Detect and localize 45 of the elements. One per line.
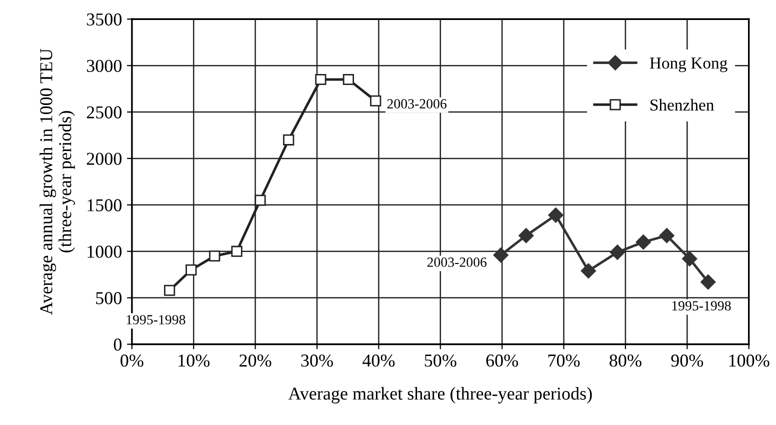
- point: [580, 263, 596, 278]
- legend-label: Shenzhen: [650, 98, 714, 111]
- point: [254, 194, 266, 206]
- y-tick-label: 1500: [88, 199, 122, 212]
- x-tick-label: 10%: [178, 354, 210, 367]
- x-tick-label: 60%: [486, 354, 518, 367]
- x-tick-label: 100%: [729, 354, 770, 367]
- point: [315, 74, 326, 86]
- x-axis-title: Average market share (three-year periods): [288, 387, 592, 404]
- legend-label: Hong Kong: [650, 58, 728, 72]
- y-tick-label: 500: [96, 292, 122, 304]
- y-tick-label: 3500: [86, 13, 122, 26]
- x-tick-label: 30%: [301, 354, 333, 367]
- y-axis-title: Average annual growth in 1000 TEU (three-year periods): [40, 48, 75, 315]
- point: [659, 228, 674, 244]
- x-tick-label: 70%: [548, 354, 580, 367]
- point: [610, 244, 626, 260]
- point: [342, 74, 354, 86]
- point: [370, 95, 382, 106]
- point: [682, 251, 698, 266]
- point: [283, 134, 294, 146]
- point: [493, 248, 508, 263]
- annotation: 2003-2006: [387, 99, 446, 109]
- x-tick-label: 20%: [240, 354, 272, 367]
- y-tick-label: 0: [114, 338, 122, 351]
- x-tick-label: 50%: [424, 354, 456, 367]
- y-tick-label: 1000: [88, 246, 122, 258]
- x-tick-label: 90%: [671, 354, 704, 367]
- point: [164, 284, 176, 296]
- y-tick-label: 3000: [86, 60, 122, 72]
- point: [518, 228, 534, 244]
- annotation: 1995-1998: [672, 301, 731, 310]
- point: [186, 264, 197, 276]
- x-tick-label: 0%: [120, 354, 144, 367]
- point: [231, 246, 242, 257]
- y-tick-label: 2000: [86, 152, 122, 165]
- x-tick-label: 40%: [362, 354, 395, 367]
- annotation: 2003-2006: [427, 258, 487, 267]
- annotation: 1995-1998: [126, 315, 186, 324]
- point: [636, 234, 651, 250]
- point: [700, 274, 716, 290]
- point: [548, 208, 564, 223]
- x-tick-label: 80%: [610, 354, 642, 367]
- y-tick-label: 2500: [86, 106, 122, 118]
- point: [209, 250, 220, 262]
